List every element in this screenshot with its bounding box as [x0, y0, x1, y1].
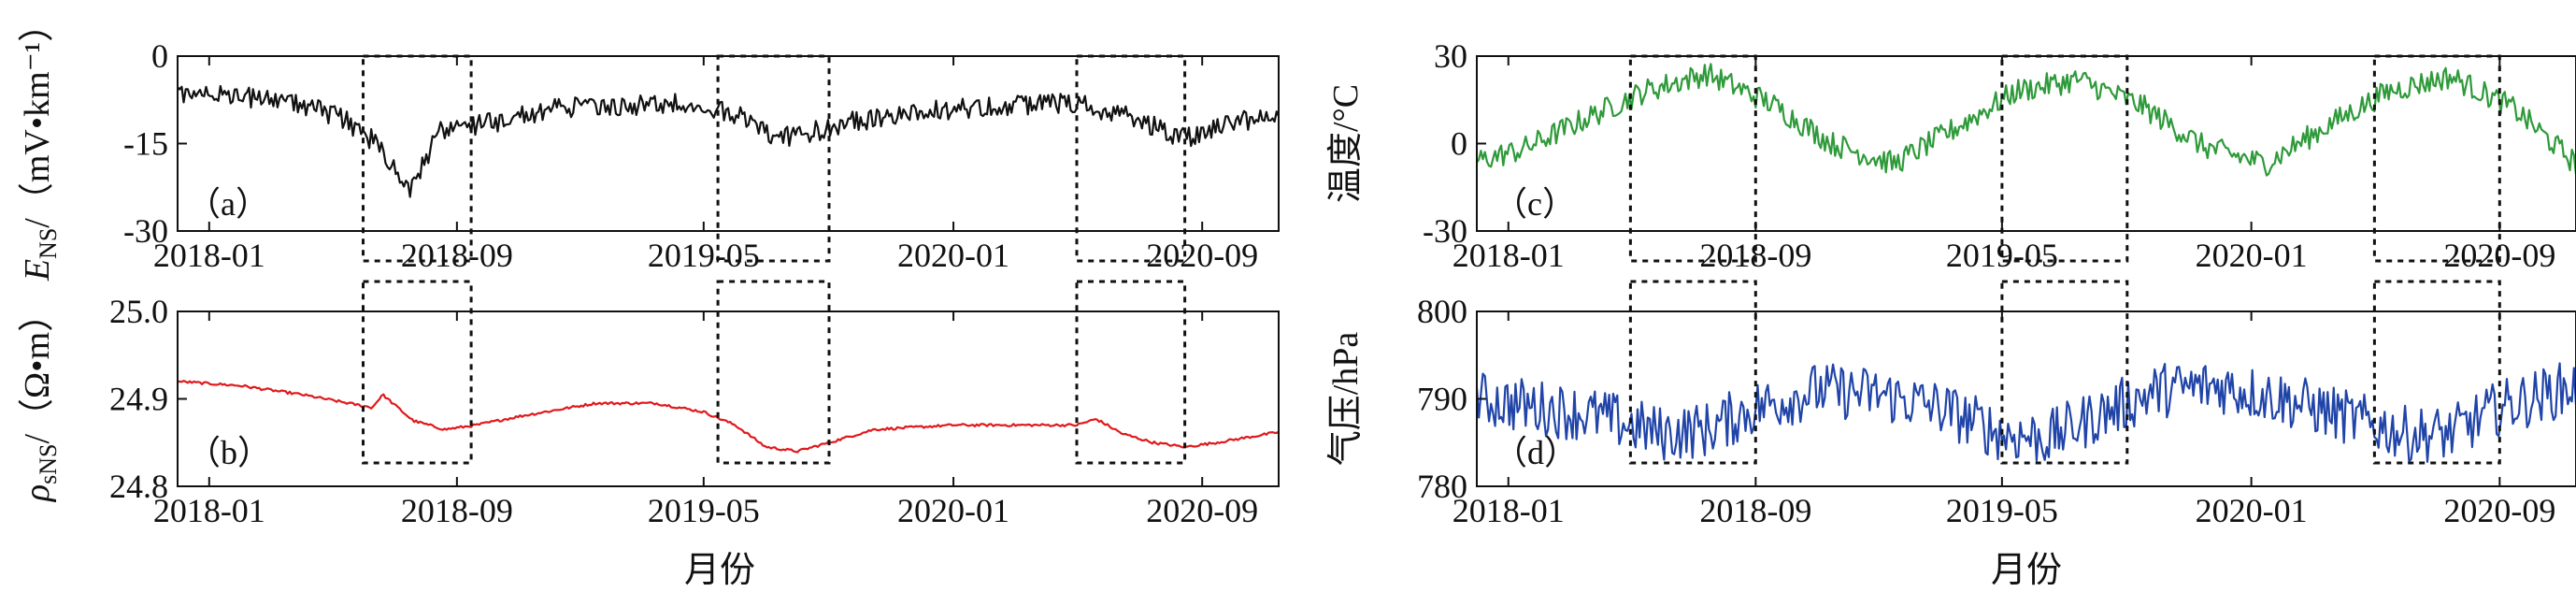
y-axis-subscript-a: NS: [35, 228, 62, 259]
x-tick-label-d: 2019-05: [1946, 492, 2058, 529]
series-line-d: [1475, 362, 2576, 463]
y-tick-label-d: 790: [1417, 381, 1467, 418]
highlight-box-c-3: [2372, 54, 2501, 263]
x-tick-label-b: 2018-09: [401, 492, 513, 529]
x-tick-label-d: 2018-09: [1699, 492, 1811, 529]
plot-frame-b: [177, 310, 1280, 487]
y-tick-label-a: -30: [123, 212, 168, 250]
y-axis-label-c: 温度/°C: [1326, 84, 1366, 203]
highlight-box-c-2: [2000, 54, 2129, 263]
highlight-box-a-2: [716, 54, 831, 263]
highlight-box-b-1: [362, 280, 473, 465]
x-tick-label-a: 2018-09: [401, 237, 513, 274]
series-line-b: [177, 380, 1280, 454]
x-tick-label-d: 2020-09: [2443, 492, 2555, 529]
y-tick-label-c: -30: [1423, 212, 1467, 250]
y-axis-label-d: 气压/hPa: [1326, 332, 1366, 467]
panel-label-a: （a）: [187, 185, 269, 223]
highlight-box-d-3: [2372, 280, 2501, 465]
panel-label-d: （d）: [1494, 434, 1578, 471]
panel-label-b: （b）: [187, 434, 271, 471]
x-tick-label-a: 2019-05: [648, 237, 760, 274]
y-axis-label-b: ρsNS/（Ω•m）: [18, 296, 62, 502]
x-axis-label-left: 月份: [684, 551, 755, 590]
x-tick-label-c: 2020-01: [2196, 237, 2308, 274]
highlight-box-d-1: [1628, 280, 1757, 465]
y-axis-subscript-b: sNS: [35, 444, 62, 484]
panel-label-c: （c）: [1494, 185, 1576, 223]
x-tick-label-c: 2020-09: [2443, 237, 2555, 274]
y-tick-label-b: 24.9: [109, 381, 168, 418]
x-tick-label-a: 2020-09: [1146, 237, 1258, 274]
x-tick-label-c: 2018-01: [1453, 237, 1565, 274]
x-tick-label-d: 2020-01: [2196, 492, 2308, 529]
highlight-box-d-2: [2000, 280, 2129, 465]
x-tick-label-a: 2018-01: [153, 237, 265, 274]
y-axis-unit-a: /（mV•km⁻¹）: [18, 7, 57, 228]
x-tick-label-b: 2020-09: [1146, 492, 1258, 529]
y-tick-label-b: 25.0: [109, 293, 168, 330]
x-tick-label-c: 2018-09: [1699, 237, 1811, 274]
x-tick-label-b: 2018-01: [153, 492, 265, 529]
x-tick-label-a: 2020-01: [897, 237, 1009, 274]
y-tick-label-a: -15: [123, 125, 168, 163]
x-tick-label-b: 2020-01: [897, 492, 1009, 529]
highlight-box-b-2: [716, 280, 831, 465]
x-axis-label-right: 月份: [1991, 551, 2062, 590]
x-tick-label-d: 2018-01: [1453, 492, 1565, 529]
y-tick-label-c: 30: [1434, 37, 1467, 75]
y-tick-label-d: 780: [1417, 468, 1467, 505]
x-tick-label-c: 2019-05: [1946, 237, 2058, 274]
y-axis-label-a: ENS/（mV•km⁻¹）: [18, 7, 62, 282]
y-tick-label-b: 24.8: [109, 468, 168, 505]
series-line-c: [1476, 63, 2576, 177]
plot-frame-a: [177, 55, 1280, 232]
y-tick-label-c: 0: [1451, 125, 1467, 163]
y-tick-label-d: 800: [1417, 293, 1467, 330]
y-axis-unit-b: /（Ω•m）: [18, 296, 57, 444]
highlight-box-c-1: [1628, 54, 1757, 263]
y-tick-label-a: 0: [151, 37, 168, 75]
series-line-a: [177, 84, 1281, 198]
x-tick-label-b: 2019-05: [648, 492, 760, 529]
y-axis-symbol-b: ρ: [18, 484, 57, 502]
y-axis-symbol-a: E: [18, 259, 57, 282]
